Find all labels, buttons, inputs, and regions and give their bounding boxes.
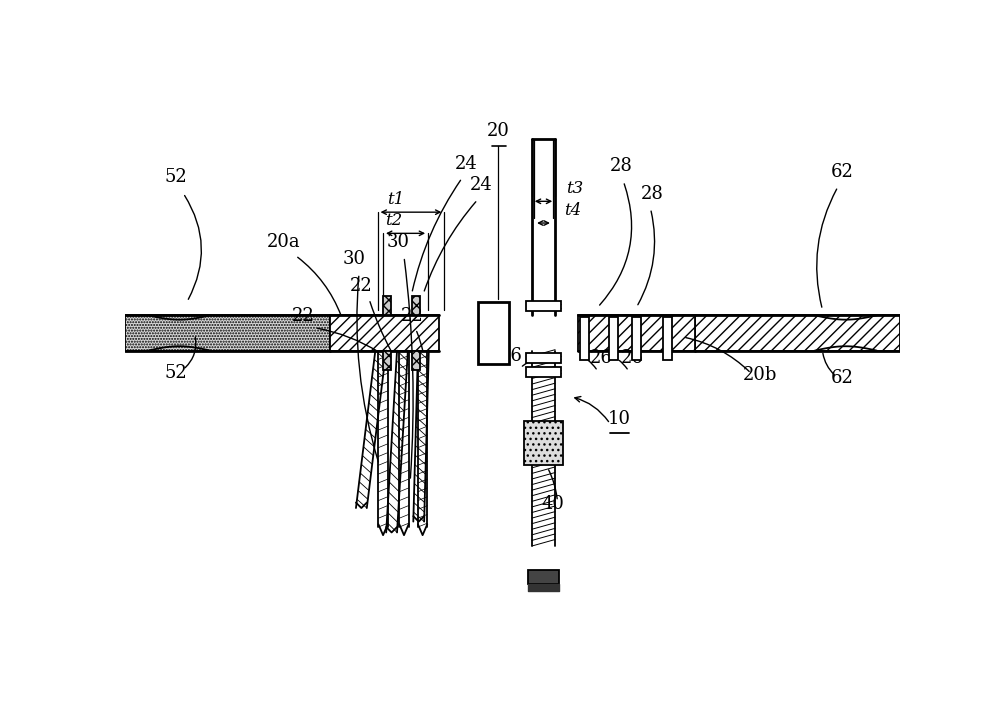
Polygon shape (524, 421, 563, 465)
Text: 30: 30 (342, 250, 365, 268)
Polygon shape (383, 350, 391, 369)
Text: 22: 22 (292, 307, 315, 325)
Polygon shape (526, 352, 561, 362)
Text: 20a: 20a (267, 233, 301, 252)
Text: 24: 24 (470, 176, 493, 195)
Text: 62: 62 (830, 369, 853, 387)
Text: t4: t4 (564, 202, 582, 219)
Polygon shape (609, 317, 618, 360)
Polygon shape (663, 317, 672, 360)
Polygon shape (125, 315, 330, 350)
Text: t2: t2 (385, 212, 403, 229)
Polygon shape (383, 296, 391, 315)
Polygon shape (330, 315, 439, 350)
Text: 30: 30 (386, 233, 409, 252)
Text: 26: 26 (590, 348, 613, 367)
Polygon shape (412, 350, 420, 369)
Polygon shape (412, 296, 420, 315)
Text: 22: 22 (400, 307, 423, 325)
Text: 40: 40 (541, 495, 564, 513)
Text: 10: 10 (608, 410, 631, 428)
Polygon shape (632, 317, 641, 360)
Text: 28: 28 (610, 157, 632, 176)
Text: 26: 26 (621, 348, 644, 367)
Polygon shape (526, 301, 561, 311)
Polygon shape (580, 317, 589, 360)
Polygon shape (478, 302, 509, 364)
Polygon shape (528, 570, 559, 584)
Text: 20b: 20b (743, 367, 778, 384)
Text: 62: 62 (830, 163, 853, 181)
Text: 52: 52 (164, 364, 187, 381)
Text: 20: 20 (487, 122, 510, 140)
Text: 22: 22 (350, 277, 373, 295)
Polygon shape (578, 315, 695, 350)
Text: 28: 28 (641, 185, 663, 202)
Polygon shape (526, 367, 561, 376)
Text: t3: t3 (566, 180, 583, 197)
Text: 26: 26 (500, 348, 522, 365)
Text: t1: t1 (387, 191, 404, 208)
Text: 52: 52 (164, 168, 187, 186)
Text: 24: 24 (455, 154, 477, 173)
Polygon shape (695, 315, 900, 350)
